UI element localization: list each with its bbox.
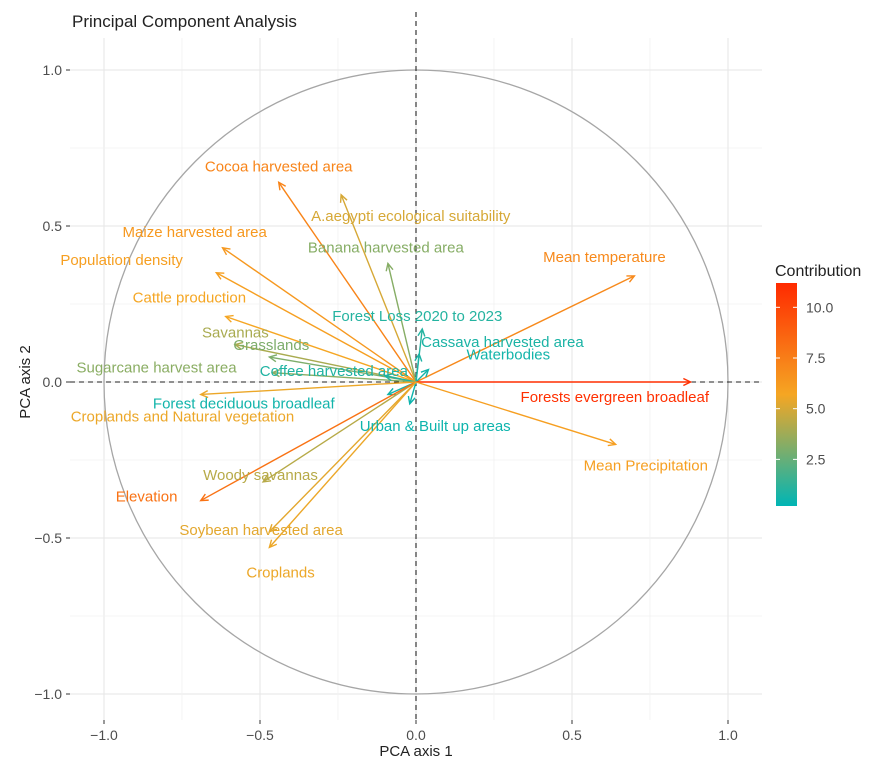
loading-arrow — [340, 194, 417, 383]
variable-label: Forest deciduous broadleaf — [153, 395, 336, 412]
legend-tick-label: 2.5 — [806, 451, 826, 467]
variable-label: Croplands and Natural vegetation — [71, 408, 294, 425]
variable-label: Cocoa harvested area — [205, 158, 353, 175]
variable-label: Sugarcane harvest area — [76, 360, 237, 377]
arrow-head — [407, 395, 416, 406]
variable-label: Coffee harvested area — [260, 363, 409, 380]
variable-label: Urban & Built up areas — [360, 418, 511, 435]
loading-arrow — [415, 381, 616, 446]
x-tick-label: 0.5 — [562, 727, 582, 743]
arrow-head — [268, 539, 278, 549]
variable-label: Elevation — [116, 489, 178, 506]
y-axis-title: PCA axis 2 — [17, 345, 34, 418]
x-tick-label: −1.0 — [90, 727, 118, 743]
x-tick-label: 0.0 — [406, 727, 426, 743]
variable-label: Banana harvested area — [308, 239, 465, 256]
arrow-head — [385, 261, 394, 272]
variable-label: Cattle production — [133, 289, 246, 306]
variable-label: Soybean harvested area — [179, 522, 343, 539]
y-tick-label: 0.0 — [43, 374, 63, 390]
arrow-head — [683, 377, 693, 387]
legend-tick-label: 7.5 — [806, 350, 826, 366]
variable-label: Waterbodies — [466, 347, 550, 364]
x-tick-label: −0.5 — [246, 727, 274, 743]
arrow-head — [221, 246, 231, 256]
loading-arrow — [269, 356, 417, 383]
legend-tick-label: 5.0 — [806, 401, 826, 417]
arrow-head — [626, 275, 636, 283]
variable-label: Population density — [60, 252, 183, 269]
variable-label: A.aegypti ecological suitability — [311, 208, 511, 225]
variable-label: Mean temperature — [543, 249, 666, 266]
variable-label: Croplands — [246, 564, 314, 581]
loading-arrow — [409, 381, 417, 405]
loading-arrow — [215, 272, 417, 383]
arrow-head — [199, 389, 209, 399]
loading-arrow — [200, 381, 417, 502]
loading-arrow — [387, 263, 417, 383]
arrow-head — [270, 368, 281, 378]
x-tick-label: 1.0 — [718, 727, 738, 743]
chart-title: Principal Component Analysis — [72, 12, 297, 31]
arrow-head — [420, 368, 430, 378]
contribution-legend: Contribution 10.0 7.5 5.0 2.5 — [775, 263, 861, 506]
arrow-head — [277, 180, 287, 191]
variable-label: Forest Loss 2020 to 2023 — [332, 308, 502, 325]
label-layer: Cocoa harvested area A.aegypti ecological… — [60, 158, 710, 581]
arrow-head — [268, 523, 278, 533]
arrow-head — [199, 493, 209, 502]
x-axis-title: PCA axis 1 — [379, 743, 452, 760]
legend-title: Contribution — [775, 263, 861, 280]
variable-label: Savannas — [202, 325, 269, 342]
loading-arrow — [415, 275, 635, 383]
arrow-head — [414, 352, 423, 362]
arrow-head — [267, 354, 278, 363]
variable-label: Forests evergreen broadleaf — [521, 389, 710, 406]
arrow-head — [339, 193, 348, 203]
loading-arrow — [225, 315, 417, 383]
legend-colorbar — [776, 283, 797, 506]
variable-label: Maize harvested area — [123, 224, 268, 241]
loading-arrow — [262, 381, 417, 483]
y-tick-label: −1.0 — [34, 686, 62, 702]
y-tick-label: 0.5 — [43, 218, 63, 234]
arrow-layer — [199, 180, 693, 549]
loading-arrow — [278, 181, 417, 383]
variable-label: Mean Precipitation — [584, 457, 708, 474]
arrow-head — [383, 373, 393, 382]
legend-tick-label: 10.0 — [806, 299, 833, 315]
loading-arrow — [415, 369, 429, 383]
loading-arrow — [415, 353, 420, 383]
variable-label: Cassava harvested area — [421, 334, 584, 351]
arrow-head — [417, 327, 426, 337]
arrow-head — [214, 272, 225, 280]
loading-arrow — [268, 381, 417, 548]
y-tick-label: 1.0 — [43, 62, 63, 78]
loading-arrow — [384, 375, 417, 383]
loading-arrow — [200, 381, 417, 396]
arrow-head — [224, 314, 234, 323]
y-tick-label: −0.5 — [34, 530, 62, 546]
loading-arrow — [222, 247, 417, 383]
plot-panel: −1.0 −0.5 0.0 0.5 1.0 −1.0 −0.5 0.0 0.5 1.0 Cocoa … — [34, 12, 762, 743]
loading-arrow — [268, 381, 417, 533]
arrow-head — [261, 474, 272, 483]
variable-label: Grasslands — [233, 337, 309, 354]
arrow-head — [233, 341, 243, 350]
loading-arrow — [272, 371, 417, 383]
variable-label: Woody savannas — [203, 467, 318, 484]
arrow-head — [607, 438, 618, 447]
